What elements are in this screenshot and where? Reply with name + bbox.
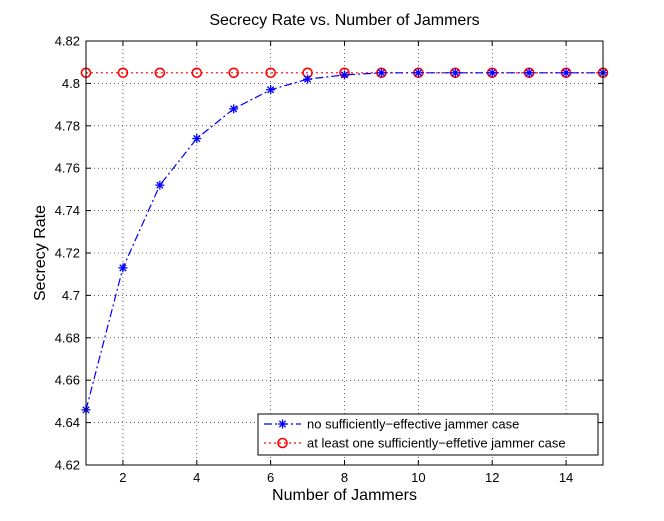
- asterisk-stroke: [562, 69, 570, 77]
- asterisk-stroke: [278, 420, 287, 428]
- x-tick-label: 14: [559, 470, 573, 485]
- asterisk-stroke: [193, 134, 201, 143]
- y-axis-label: Secrecy Rate: [32, 205, 49, 301]
- y-tick-label: 4.74: [55, 203, 80, 218]
- y-tick-label: 4.62: [55, 458, 80, 473]
- series-2-point: [117, 67, 129, 79]
- series-1-point: [340, 70, 349, 80]
- y-tick-label: 4.76: [55, 161, 80, 176]
- x-axis-label: Number of Jammers: [272, 487, 417, 504]
- legend-marker-series-2: [277, 437, 288, 449]
- asterisk-stroke: [414, 69, 422, 77]
- y-tick-label: 4.66: [55, 373, 80, 388]
- asterisk-stroke: [451, 69, 459, 77]
- y-tick-label: 4.82: [55, 34, 80, 49]
- asterisk-stroke: [119, 264, 127, 272]
- y-tick-label: 4.64: [55, 415, 80, 430]
- series-1-point: [413, 68, 423, 78]
- y-tick-label: 4.7: [62, 288, 80, 303]
- legend-asterisk-marker: [278, 419, 287, 429]
- y-tick-label: 4.68: [55, 330, 80, 345]
- series-1-point: [118, 263, 128, 273]
- series-1-point: [155, 180, 165, 190]
- x-tick-label: 8: [341, 470, 348, 485]
- series-1-point: [524, 68, 534, 78]
- asterisk-stroke: [267, 86, 275, 94]
- asterisk-stroke: [303, 75, 312, 83]
- y-tick-label: 4.78: [55, 118, 80, 133]
- grid-layer: [86, 41, 603, 465]
- legend-circle-marker: [277, 437, 288, 449]
- y-tick-label: 4.8: [62, 76, 80, 91]
- series-1-point: [266, 85, 276, 95]
- y-tick-label: 4.72: [55, 246, 80, 261]
- legend-label-series-1: no sufficiently−effective jammer case: [307, 417, 519, 432]
- asterisk-stroke: [377, 69, 386, 77]
- asterisk-stroke: [230, 105, 238, 113]
- chart-title: Secrecy Rate vs. Number of Jammers: [209, 12, 479, 29]
- asterisk-stroke: [488, 69, 496, 77]
- x-tick-label: 4: [193, 470, 200, 485]
- asterisk-stroke: [340, 71, 349, 79]
- series-1-point: [450, 68, 460, 78]
- series-layer: [80, 67, 609, 415]
- asterisk-stroke: [156, 181, 164, 189]
- series-1-point: [487, 68, 497, 78]
- legend-marker-series-1: [278, 419, 287, 429]
- series-1-point: [192, 134, 202, 144]
- asterisk-stroke: [525, 69, 533, 77]
- series-2-point: [265, 67, 276, 79]
- series-1-line: [85, 72, 603, 411]
- series-1-point: [303, 74, 313, 84]
- series-2-point: [191, 67, 203, 79]
- legend: no sufficiently−effective jammer case at…: [257, 413, 599, 456]
- series-2-point: [154, 67, 166, 79]
- series-2-point: [228, 67, 240, 79]
- legend-label-series-2: at least one sufficiently−effetive jamme…: [307, 436, 566, 451]
- series-1-point: [229, 104, 239, 114]
- x-tick-label: 12: [485, 470, 499, 485]
- x-tick-label: 10: [411, 470, 425, 485]
- tick-layer: 2 4 6 8 10 12 14 4.62 4.64 4.66 4.68 4.7 4.72 4.74 4.7…: [55, 34, 603, 485]
- x-tick-label: 6: [267, 470, 274, 485]
- series-1-point: [376, 68, 386, 78]
- series-1-point: [561, 68, 571, 78]
- legend-box: [257, 413, 599, 456]
- series-1-markers: [81, 68, 608, 415]
- x-tick-label: 2: [119, 470, 126, 485]
